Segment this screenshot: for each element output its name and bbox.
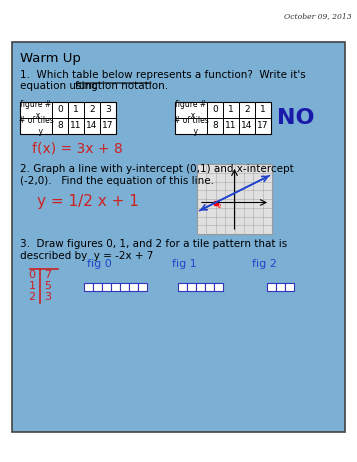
- Text: 11: 11: [70, 122, 82, 130]
- FancyBboxPatch shape: [213, 283, 222, 291]
- Text: function notation.: function notation.: [75, 81, 168, 91]
- Text: NO: NO: [277, 108, 315, 128]
- Text: 1: 1: [29, 281, 35, 291]
- Text: 1.  Which table below represents a function?  Write it's: 1. Which table below represents a functi…: [20, 70, 306, 80]
- Text: fig 0: fig 0: [87, 259, 112, 269]
- Text: 14: 14: [86, 122, 98, 130]
- Text: fig 1: fig 1: [172, 259, 197, 269]
- FancyBboxPatch shape: [92, 283, 101, 291]
- FancyBboxPatch shape: [101, 283, 111, 291]
- Text: October 09, 2013: October 09, 2013: [285, 12, 352, 20]
- Bar: [197, 164, 272, 234]
- Text: 3: 3: [105, 105, 111, 115]
- Text: # of tiles
    y: # of tiles y: [19, 116, 54, 136]
- FancyBboxPatch shape: [120, 283, 129, 291]
- Text: y = 1/2 x + 1: y = 1/2 x + 1: [37, 194, 139, 209]
- FancyBboxPatch shape: [276, 283, 285, 291]
- Text: f(x) = 3x + 8: f(x) = 3x + 8: [32, 142, 123, 156]
- Bar: [20, 102, 116, 134]
- Text: 3.  Draw figures 0, 1, and 2 for a tile pattern that is: 3. Draw figures 0, 1, and 2 for a tile p…: [20, 239, 287, 249]
- FancyBboxPatch shape: [205, 283, 213, 291]
- Text: 11: 11: [225, 122, 237, 130]
- Text: 1: 1: [73, 105, 79, 115]
- Text: 2: 2: [29, 292, 36, 302]
- Text: described by  y = -2x + 7: described by y = -2x + 7: [20, 251, 154, 261]
- Text: 0: 0: [29, 270, 35, 280]
- Text: -2: -2: [217, 203, 222, 208]
- FancyBboxPatch shape: [186, 283, 196, 291]
- Text: (-2,0).   Find the equation of this line.: (-2,0). Find the equation of this line.: [20, 176, 214, 186]
- Text: 2. Graph a line with y-intercept (0,1) and x-intercept: 2. Graph a line with y-intercept (0,1) a…: [20, 164, 294, 174]
- Text: 2: 2: [89, 105, 95, 115]
- Text: 1: 1: [260, 105, 266, 115]
- Text: figure #
  x: figure # x: [20, 100, 52, 120]
- Text: 2: 2: [244, 105, 250, 115]
- Text: figure #
  x: figure # x: [175, 100, 207, 120]
- Text: 8: 8: [57, 122, 63, 130]
- FancyBboxPatch shape: [129, 283, 137, 291]
- FancyBboxPatch shape: [266, 283, 276, 291]
- Text: 17: 17: [257, 122, 269, 130]
- FancyBboxPatch shape: [177, 283, 186, 291]
- Text: 3: 3: [45, 292, 51, 302]
- FancyBboxPatch shape: [84, 283, 92, 291]
- Text: Warm Up: Warm Up: [20, 52, 81, 65]
- FancyBboxPatch shape: [111, 283, 120, 291]
- Text: 0: 0: [212, 105, 218, 115]
- FancyBboxPatch shape: [12, 42, 345, 432]
- FancyBboxPatch shape: [137, 283, 146, 291]
- Text: 17: 17: [102, 122, 114, 130]
- Text: 1: 1: [228, 105, 234, 115]
- Text: 14: 14: [241, 122, 253, 130]
- Text: 7: 7: [44, 270, 51, 280]
- Bar: [175, 102, 271, 134]
- FancyBboxPatch shape: [196, 283, 205, 291]
- Text: equation using: equation using: [20, 81, 101, 91]
- Text: 0: 0: [57, 105, 63, 115]
- Text: 5: 5: [45, 281, 51, 291]
- Text: # of tiles
    y: # of tiles y: [174, 116, 208, 136]
- Text: fig 2: fig 2: [252, 259, 277, 269]
- FancyBboxPatch shape: [285, 283, 293, 291]
- Text: 8: 8: [212, 122, 218, 130]
